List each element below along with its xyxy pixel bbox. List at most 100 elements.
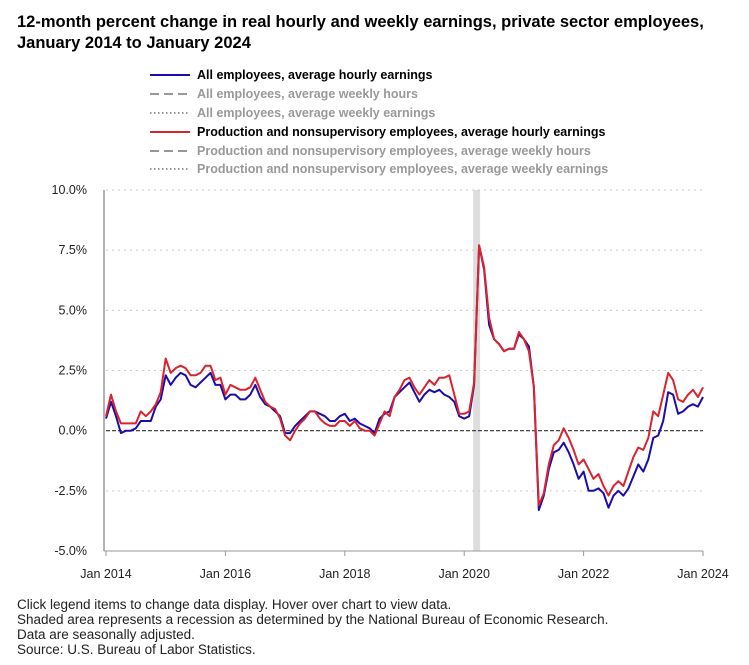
data-point [680, 399, 686, 405]
data-point [665, 370, 671, 376]
data-point [596, 471, 602, 477]
data-point [566, 435, 572, 441]
data-point [581, 457, 587, 463]
data-point [610, 483, 616, 489]
data-point [615, 488, 621, 494]
legend-label: All employees, average hourly earnings [197, 68, 433, 83]
x-tick-label: Jan 2018 [319, 567, 370, 581]
data-point [640, 469, 646, 475]
data-point [203, 375, 209, 381]
data-point [605, 505, 611, 511]
data-point [397, 387, 403, 393]
data-point [521, 336, 527, 342]
legend-item[interactable]: All employees, average weekly hours [150, 85, 608, 104]
data-point [148, 408, 154, 414]
data-point [625, 469, 631, 475]
data-point [571, 447, 577, 453]
series-production-hourly-line [105, 244, 704, 507]
data-point [620, 493, 626, 499]
data-point [446, 372, 452, 378]
x-tick-label: Jan 2016 [200, 567, 251, 581]
legend-line-dashed-icon [150, 93, 190, 95]
data-point [148, 418, 154, 424]
y-tick-label: 2.5% [59, 364, 88, 378]
legend-item[interactable]: All employees, average hourly earnings [150, 66, 608, 85]
data-point [257, 387, 263, 393]
data-point [620, 483, 626, 489]
data-point [287, 437, 293, 443]
legend-line-dotted-icon [150, 112, 190, 114]
footnotes: Click legend items to change data displa… [17, 597, 608, 657]
data-point [222, 392, 228, 398]
legend-label: Production and nonsupervisory employees,… [197, 162, 609, 177]
y-tick-label: 0.0% [59, 424, 88, 438]
data-point [367, 428, 373, 434]
legend-item[interactable]: Production and nonsupervisory employees,… [150, 141, 608, 160]
data-point [262, 399, 268, 405]
data-point [113, 408, 119, 414]
data-point [207, 363, 213, 369]
data-point [108, 392, 114, 398]
data-point [576, 461, 582, 467]
data-point [347, 423, 353, 429]
legend-label: Production and nonsupervisory employees,… [197, 143, 591, 158]
data-point [690, 387, 696, 393]
note-recession: Shaded area represents a recession as de… [17, 612, 609, 627]
data-point [650, 408, 656, 414]
legend-line-dotted-icon [150, 168, 190, 171]
data-point [695, 394, 701, 400]
data-point [158, 389, 164, 395]
data-point [556, 447, 562, 453]
data-point [436, 387, 442, 393]
data-point [332, 423, 338, 429]
data-point [645, 457, 651, 463]
data-point [601, 483, 607, 489]
data-point [541, 490, 547, 496]
note-source: Source: U.S. Bureau of Labor Statistics. [17, 642, 256, 657]
data-point [700, 384, 706, 390]
data-point [382, 408, 388, 414]
legend-label: Production and nonsupervisory employees,… [197, 124, 606, 139]
data-point [586, 466, 592, 472]
legend-label: All employees, average weekly earnings [197, 105, 436, 120]
data-point [660, 392, 666, 398]
data-point [640, 447, 646, 453]
data-point [630, 454, 636, 460]
recession-shade [473, 190, 481, 551]
data-point [133, 420, 139, 426]
data-point [486, 315, 492, 321]
data-point [605, 493, 611, 499]
data-point [471, 380, 477, 386]
data-point [481, 264, 487, 270]
data-point [138, 408, 144, 414]
legend-item[interactable]: Production and nonsupervisory employees,… [150, 122, 608, 141]
data-point [168, 370, 174, 376]
data-point [546, 461, 552, 467]
data-point [153, 401, 159, 407]
data-point [232, 392, 238, 398]
data-point [163, 355, 169, 361]
data-point [272, 406, 278, 412]
data-point [342, 418, 348, 424]
x-tick-label: Jan 2024 [677, 567, 728, 581]
legend-line-solid-icon [150, 74, 190, 77]
y-tick-label: 7.5% [59, 243, 88, 257]
y-tick-label: 10.0% [52, 183, 87, 197]
note-interaction: Click legend items to change data displa… [17, 597, 452, 612]
data-point [561, 425, 567, 431]
x-tick-label: Jan 2014 [80, 567, 131, 581]
data-point [660, 418, 666, 424]
data-point [183, 365, 189, 371]
legend-item[interactable]: Production and nonsupervisory employees,… [150, 160, 608, 179]
data-point [421, 384, 427, 390]
data-point [252, 375, 258, 381]
data-point [312, 408, 318, 414]
data-point [615, 478, 621, 484]
data-point [526, 348, 532, 354]
data-point [551, 442, 557, 448]
data-point [406, 375, 412, 381]
legend-item[interactable]: All employees, average weekly earnings [150, 104, 608, 123]
x-tick-label: Jan 2020 [438, 567, 489, 581]
data-point [630, 473, 636, 479]
